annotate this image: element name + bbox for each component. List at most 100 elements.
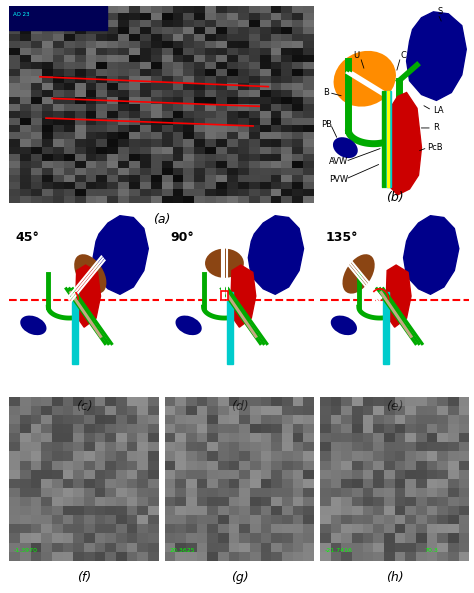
Bar: [459, 534, 469, 543]
Bar: [352, 524, 363, 534]
Bar: [73, 451, 84, 461]
Bar: [292, 90, 303, 97]
Bar: [271, 27, 282, 34]
Bar: [9, 6, 20, 13]
Bar: [239, 515, 250, 524]
Bar: [405, 461, 416, 470]
Bar: [64, 48, 75, 55]
Bar: [127, 433, 137, 442]
Bar: [229, 524, 239, 534]
Bar: [53, 104, 64, 111]
Bar: [303, 479, 314, 488]
Bar: [216, 146, 227, 154]
Bar: [261, 524, 271, 534]
Bar: [162, 146, 173, 154]
Bar: [331, 424, 341, 433]
Bar: [42, 6, 53, 13]
Bar: [108, 181, 118, 189]
Bar: [42, 62, 53, 69]
Bar: [427, 415, 438, 424]
Bar: [249, 146, 260, 154]
Bar: [116, 524, 127, 534]
Bar: [205, 55, 216, 62]
Bar: [282, 132, 292, 139]
Bar: [9, 551, 20, 561]
Bar: [137, 515, 148, 524]
Bar: [292, 433, 303, 442]
Bar: [186, 442, 197, 451]
Bar: [86, 6, 97, 13]
Bar: [97, 104, 108, 111]
Bar: [239, 534, 250, 543]
Bar: [331, 406, 341, 415]
Bar: [216, 27, 227, 34]
Bar: [448, 524, 459, 534]
Bar: [118, 132, 129, 139]
Bar: [42, 27, 53, 34]
Bar: [227, 69, 238, 76]
Bar: [374, 424, 384, 433]
Bar: [9, 83, 20, 90]
Bar: [216, 119, 227, 126]
Bar: [173, 154, 183, 161]
Bar: [75, 6, 86, 13]
Bar: [249, 132, 260, 139]
Bar: [282, 189, 292, 196]
Bar: [374, 470, 384, 479]
Bar: [140, 48, 151, 55]
Bar: [137, 470, 148, 479]
Bar: [175, 470, 186, 479]
Bar: [75, 111, 86, 119]
Text: (e): (e): [386, 400, 403, 413]
Polygon shape: [9, 6, 107, 30]
Bar: [250, 551, 261, 561]
Bar: [395, 406, 405, 415]
Bar: [363, 506, 374, 515]
Bar: [151, 48, 162, 55]
Bar: [116, 415, 127, 424]
Bar: [249, 119, 260, 126]
Bar: [303, 543, 314, 551]
Bar: [97, 126, 108, 132]
Bar: [173, 13, 183, 20]
Bar: [52, 479, 63, 488]
Bar: [9, 424, 20, 433]
Bar: [249, 154, 260, 161]
Bar: [86, 104, 97, 111]
Bar: [86, 48, 97, 55]
Bar: [249, 189, 260, 196]
Bar: [64, 139, 75, 146]
Bar: [97, 90, 108, 97]
Bar: [64, 27, 75, 34]
Bar: [250, 415, 261, 424]
Bar: [227, 111, 238, 119]
Bar: [95, 497, 105, 506]
Bar: [238, 161, 249, 168]
Bar: [416, 433, 427, 442]
Bar: [249, 111, 260, 119]
Bar: [205, 20, 216, 27]
Bar: [405, 451, 416, 461]
Bar: [208, 433, 218, 442]
Bar: [216, 34, 227, 41]
Bar: [183, 119, 194, 126]
Bar: [260, 189, 271, 196]
Bar: [95, 415, 105, 424]
Bar: [427, 551, 438, 561]
Bar: [20, 497, 31, 506]
Bar: [438, 497, 448, 506]
Bar: [186, 506, 197, 515]
Bar: [208, 524, 218, 534]
Bar: [438, 534, 448, 543]
Bar: [151, 97, 162, 104]
Bar: [75, 97, 86, 104]
Bar: [320, 506, 331, 515]
Bar: [384, 524, 395, 534]
Bar: [216, 174, 227, 181]
Bar: [271, 55, 282, 62]
Bar: [216, 76, 227, 83]
Bar: [151, 27, 162, 34]
Bar: [105, 515, 116, 524]
Bar: [229, 397, 239, 406]
Bar: [229, 488, 239, 497]
